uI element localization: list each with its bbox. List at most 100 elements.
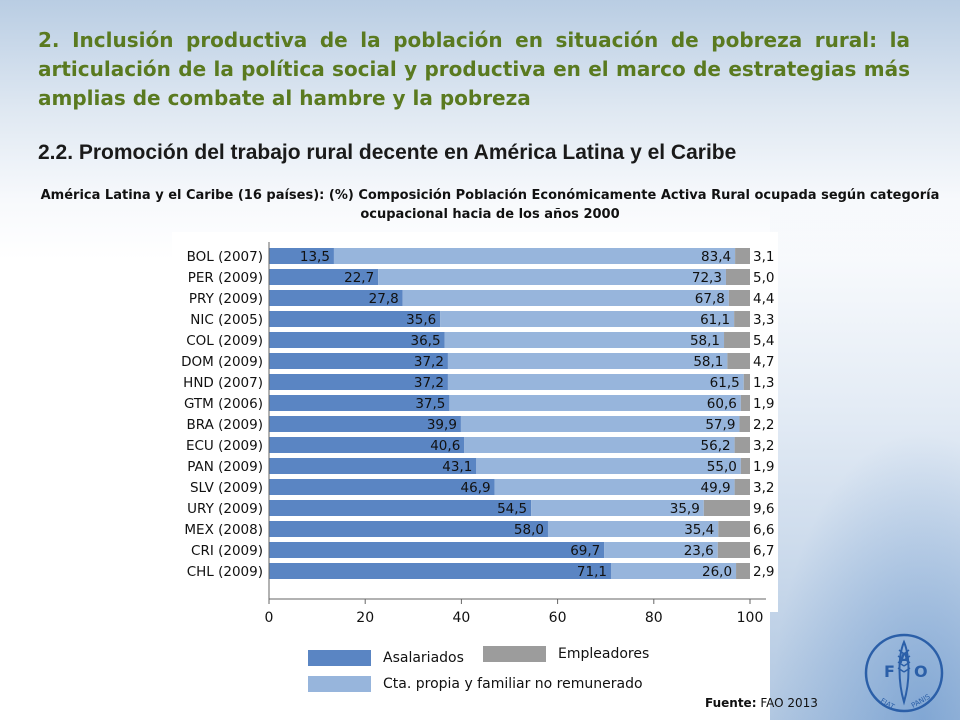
x-tick-label: 60 (549, 610, 567, 626)
data-label-empleadores: 2,2 (753, 417, 774, 433)
legend-item-empleadores: Empleadores (483, 646, 649, 662)
data-label-empleadores: 6,7 (753, 543, 774, 559)
bar-segment-3 (734, 479, 750, 495)
category-label: BRA (2009) (186, 417, 263, 433)
bar-segment-3 (718, 521, 750, 537)
bar-segment-1 (269, 416, 461, 432)
data-label-cuenta-propia: 35,9 (670, 501, 700, 517)
data-label-cuenta-propia: 58,1 (693, 354, 723, 370)
bar-segment-3 (728, 290, 750, 306)
data-label-cuenta-propia: 61,5 (710, 375, 740, 391)
data-label-empleadores: 2,9 (753, 564, 774, 580)
data-label-empleadores: 1,3 (753, 375, 774, 391)
data-label-cuenta-propia: 60,6 (707, 396, 737, 412)
x-tick-label: 40 (452, 610, 470, 626)
legend-item-cuenta-propia: Cta. propia y familiar no remunerado (308, 676, 643, 692)
category-label: COL (2009) (186, 333, 263, 349)
data-label-cuenta-propia: 55,0 (707, 459, 737, 475)
legend-label-cuenta-propia: Cta. propia y familiar no remunerado (383, 676, 643, 692)
data-label-asalariados: 39,9 (427, 417, 457, 433)
bar-segment-2 (378, 269, 726, 285)
bar-segment-2 (494, 479, 735, 495)
bar-segment-3 (734, 311, 750, 327)
data-label-empleadores: 3,2 (753, 438, 774, 454)
data-label-asalariados: 27,8 (369, 291, 399, 307)
data-label-asalariados: 40,6 (430, 438, 460, 454)
fao-logo-emblem (864, 633, 944, 713)
x-tick-label: 100 (737, 610, 764, 626)
data-label-cuenta-propia: 72,3 (692, 270, 722, 286)
data-label-cuenta-propia: 83,4 (701, 249, 731, 265)
data-label-empleadores: 1,9 (753, 396, 774, 412)
data-label-asalariados: 13,5 (300, 249, 330, 265)
data-label-empleadores: 3,1 (753, 249, 774, 265)
data-label-asalariados: 69,7 (570, 543, 600, 559)
data-label-cuenta-propia: 49,9 (701, 480, 731, 496)
category-label: SLV (2009) (190, 480, 263, 496)
bar-segment-1 (269, 269, 379, 285)
bar-segment-3 (740, 395, 750, 411)
data-label-empleadores: 3,2 (753, 480, 774, 496)
fao-logo-letter-f: F (884, 662, 895, 681)
bar-segment-3 (739, 416, 750, 432)
data-label-empleadores: 6,6 (753, 522, 774, 538)
bar-segment-3 (703, 500, 750, 516)
category-label: URY (2009) (187, 501, 263, 517)
bar-segment-2 (333, 248, 736, 264)
bar-segment-1 (269, 563, 611, 579)
bar-segment-3 (727, 353, 750, 369)
data-label-cuenta-propia: 23,6 (684, 543, 714, 559)
data-label-asalariados: 37,5 (415, 396, 445, 412)
bar-segment-3 (735, 248, 750, 264)
bar-segment-2 (402, 290, 729, 306)
data-label-asalariados: 46,9 (461, 480, 491, 496)
category-label: DOM (2009) (181, 354, 263, 370)
data-label-cuenta-propia: 61,1 (700, 312, 730, 328)
subsection-title: 2.2. Promoción del trabajo rural decente… (38, 141, 737, 164)
source-text: FAO 2013 (756, 696, 818, 710)
data-label-cuenta-propia: 57,9 (705, 417, 735, 433)
bar-segment-1 (269, 458, 477, 474)
category-label: NIC (2005) (190, 312, 263, 328)
source-note: Fuente: FAO 2013 (705, 696, 818, 710)
data-label-asalariados: 22,7 (344, 270, 374, 286)
category-label: PER (2009) (188, 270, 263, 286)
bar-segment-1 (269, 311, 441, 327)
bar-segment-2 (447, 353, 728, 369)
bar-segment-3 (736, 563, 750, 579)
source-label: Fuente: (705, 696, 757, 710)
bar-segment-3 (734, 437, 750, 453)
x-tick-label: 0 (265, 610, 274, 626)
bar-segment-1 (269, 500, 532, 516)
data-label-asalariados: 36,5 (411, 333, 441, 349)
legend-label-asalariados: Asalariados (383, 650, 464, 666)
fao-logo: F A O FIAT PANIS (864, 633, 944, 713)
data-label-cuenta-propia: 35,4 (684, 522, 714, 538)
category-label: GTM (2006) (184, 396, 263, 412)
bar-segment-2 (610, 563, 737, 579)
section-title: 2. Inclusión productiva de la población … (38, 28, 910, 110)
bar-segment-1 (269, 290, 403, 306)
bar-segment-1 (269, 332, 445, 348)
bar-segment-3 (717, 542, 750, 558)
data-label-asalariados: 58,0 (514, 522, 544, 538)
data-label-empleadores: 3,3 (753, 312, 774, 328)
bar-segment-1 (269, 479, 495, 495)
bar-segment-3 (725, 269, 750, 285)
bar-segment-2 (460, 416, 740, 432)
bar-segment-3 (740, 458, 750, 474)
bar-segment-3 (743, 374, 750, 390)
chart-legend: Asalariados Empleadores Cta. propia y fa… (300, 640, 700, 700)
bar-segment-2 (440, 311, 735, 327)
bar-segment-3 (724, 332, 750, 348)
bar-segment-2 (464, 437, 735, 453)
bar-segment-2 (476, 458, 741, 474)
bar-segment-2 (604, 542, 718, 558)
legend-swatch-cuenta-propia (308, 676, 371, 692)
legend-label-empleadores: Empleadores (558, 646, 650, 662)
data-label-asalariados: 71,1 (577, 564, 607, 580)
data-label-asalariados: 37,2 (414, 354, 444, 370)
category-label: MEX (2008) (184, 522, 263, 538)
bar-segment-1 (269, 437, 465, 453)
